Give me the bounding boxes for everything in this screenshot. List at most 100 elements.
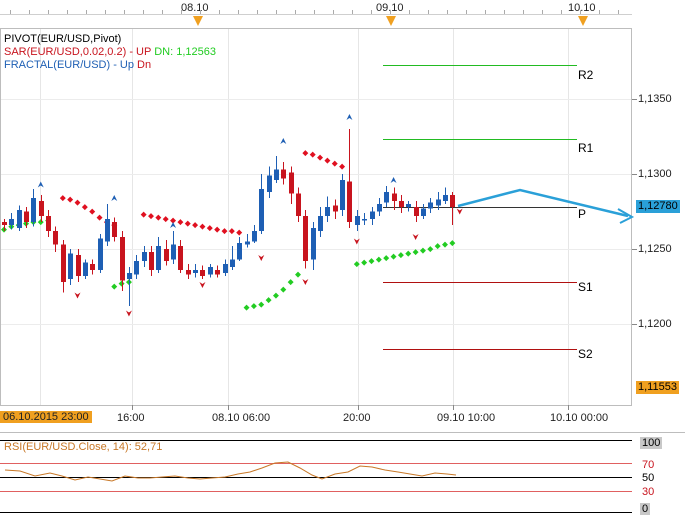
candle-body xyxy=(421,208,426,216)
candle-body xyxy=(208,267,213,275)
date-marker-triangle xyxy=(578,16,588,26)
candle-body xyxy=(428,202,433,209)
sar-dot-up xyxy=(243,304,250,311)
pivot-lines xyxy=(383,65,577,350)
main-panel-frame xyxy=(0,28,632,406)
sar-dot-down xyxy=(177,219,184,226)
candle-body xyxy=(237,243,242,260)
x-start-label: 06.10.2015 23:00 xyxy=(0,411,92,423)
fractal-up-arrow xyxy=(346,114,353,120)
sar-dot-up xyxy=(258,301,265,308)
candle-body xyxy=(377,204,382,212)
sar-dot-down xyxy=(317,154,324,161)
sar-dot-down xyxy=(324,157,331,164)
date-marker-triangle xyxy=(386,16,396,26)
rsi-series xyxy=(4,461,457,482)
sar-dot-down xyxy=(339,163,346,170)
legend-pivot: PIVOT(EUR/USD,Pivot) xyxy=(4,33,122,45)
sar-dot-up xyxy=(442,241,448,248)
y-tick-label: 1,1300 xyxy=(638,168,672,180)
fractal-down-arrow xyxy=(302,279,309,285)
sar-dot-down xyxy=(331,160,338,167)
sar-dot-up xyxy=(390,253,397,260)
pivot-label-r2: R2 xyxy=(578,68,594,82)
x-tick-label: 20:00 xyxy=(343,412,371,424)
candle-body xyxy=(83,262,88,276)
fractal-down-arrow xyxy=(353,238,360,245)
candle-body xyxy=(406,204,411,207)
legend-sar-dn: DN: 1,12563 xyxy=(154,46,216,58)
sar-dot-down xyxy=(74,199,81,206)
x-tick-label: 16:00 xyxy=(117,412,145,424)
sar-dot-down xyxy=(162,216,169,223)
fractal-up-arrow xyxy=(37,181,44,188)
sar-dot-up xyxy=(449,240,456,247)
candle-body xyxy=(2,222,7,225)
candle-body xyxy=(443,195,448,201)
rsi-label: RSI(EUR/USD.Close, 14): 52,71 xyxy=(4,441,163,453)
x-tick-label: 09.10 10:00 xyxy=(437,412,496,424)
candle-body xyxy=(318,216,323,231)
sar-dot-down xyxy=(170,217,177,224)
candle-body xyxy=(112,222,117,237)
fractal-down-arrow xyxy=(74,292,81,299)
legend-sar-up: UP xyxy=(136,46,152,58)
sar-dot-down xyxy=(221,228,228,235)
candle-body xyxy=(296,193,301,216)
candle-body xyxy=(149,252,154,270)
sar-dot-up xyxy=(295,271,301,278)
sar-dot-up xyxy=(434,243,441,250)
fractal-down-arrow xyxy=(258,255,265,261)
candle-body xyxy=(98,238,103,270)
y-tick-label: 1,1250 xyxy=(638,243,672,255)
sar-dot-up xyxy=(272,292,279,299)
candle-body xyxy=(347,181,352,222)
sar-dot-up xyxy=(412,249,419,256)
candle-body xyxy=(399,201,404,207)
candle-body xyxy=(303,216,308,261)
candle-body xyxy=(171,244,176,260)
sar-dot-down xyxy=(89,208,96,215)
candle-body xyxy=(61,244,66,282)
sar-dot-down xyxy=(309,151,316,158)
candle-body xyxy=(325,207,330,216)
sar-dot-down xyxy=(81,204,88,211)
sar-dot-down xyxy=(236,229,243,236)
candle-body xyxy=(31,198,36,222)
sar-dot-down xyxy=(140,211,147,218)
sar-dot-down xyxy=(184,220,191,227)
candle-body xyxy=(281,169,286,179)
legend-sar-name: SAR(EUR/USD,0.02,0.2) - xyxy=(4,46,133,58)
top-date-1010: 10.10 xyxy=(568,2,596,14)
rsi-panel xyxy=(0,440,632,513)
sar-dot-down xyxy=(148,213,154,220)
fractal-up-arrow xyxy=(170,222,177,228)
sar-dot-up xyxy=(287,279,294,286)
rsi-level-70: 70 xyxy=(642,459,655,471)
low-price-box: 1,11553 xyxy=(636,381,679,394)
candle-body xyxy=(274,169,279,180)
pivot-label-r1: R1 xyxy=(578,141,594,155)
top-date-markers xyxy=(193,16,588,26)
sar-dot-up xyxy=(375,256,382,263)
legend-fractal-dn: Dn xyxy=(137,59,152,71)
candle-body xyxy=(215,270,220,275)
sar-dot-down xyxy=(59,195,66,202)
sar-dot-down xyxy=(206,225,213,232)
sar-dot-up xyxy=(405,250,412,257)
candle-body xyxy=(134,261,139,275)
candle-body xyxy=(17,210,22,228)
fractal-down-arrow xyxy=(199,282,206,288)
date-marker-triangle xyxy=(193,16,203,26)
sar-dot-up xyxy=(427,246,434,253)
legend-fractal-up: Up xyxy=(119,59,134,71)
y-tick-label: 1,1200 xyxy=(638,318,672,330)
sar-dot-down xyxy=(214,226,221,233)
top-date-0910: 09.10 xyxy=(376,2,404,14)
candle-body xyxy=(178,246,183,270)
sar-dot-up xyxy=(361,259,368,266)
candle-body xyxy=(230,259,235,267)
rsi-level-50: 50 xyxy=(642,472,655,484)
candle-body xyxy=(24,211,29,222)
